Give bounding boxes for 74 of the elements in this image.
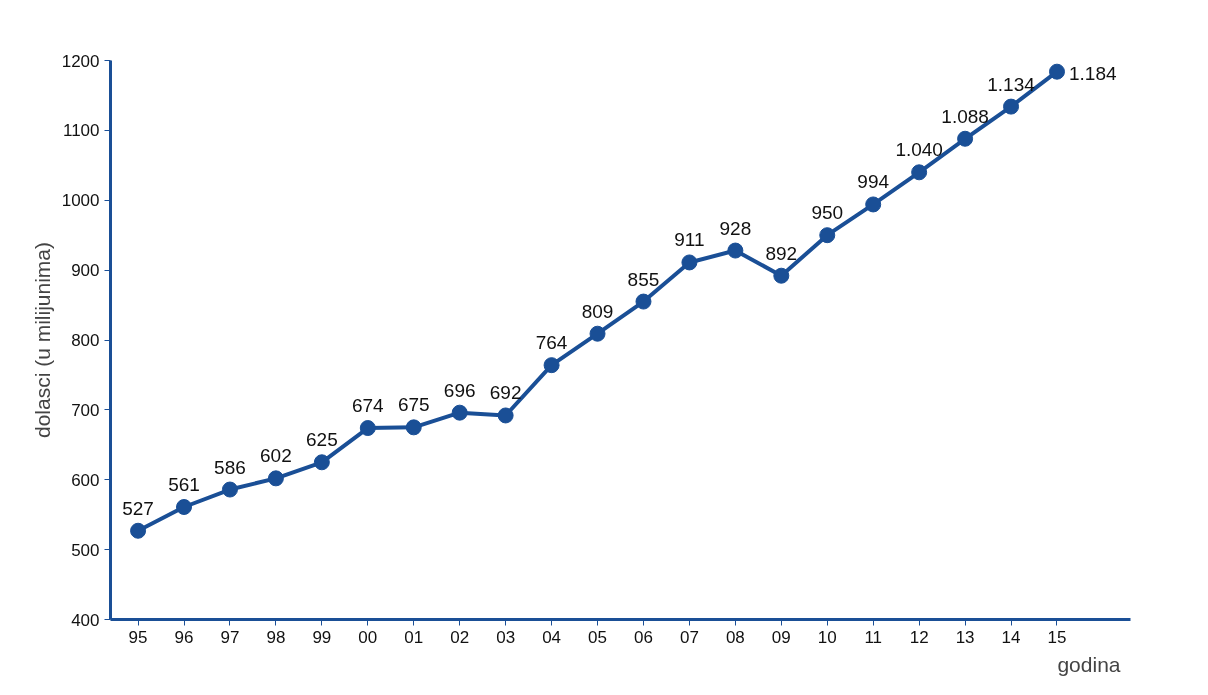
data-label: 674 [351,395,385,417]
point [1003,98,1020,115]
x-tick-label: 02 [450,627,470,647]
data-label: 527 [122,497,154,519]
y-tick-label: 600 [71,470,100,490]
x-tick-label: 11 [864,627,883,647]
point [451,404,468,421]
point [1048,63,1065,80]
data-label: 586 [214,456,246,478]
y-tick-label: 1100 [62,121,100,141]
x-tick-label: 08 [725,627,745,647]
x-tick-label: 99 [312,627,332,647]
x-tick-label: 00 [358,627,378,647]
data-label: 911 [674,229,705,251]
y-tick-label: 700 [71,400,100,420]
x-tick-label: 13 [955,627,975,647]
x-tick-label: 06 [634,627,653,647]
x-tick-label: 96 [174,627,194,647]
data-label: 696 [443,379,476,401]
y-axis-title: dolasci (u milijunima) [30,241,54,439]
x-tick-label: 09 [771,627,791,647]
y-tick-label: 900 [71,261,100,281]
data-label: 625 [306,429,338,451]
x-axis-title: godina [1057,652,1121,676]
point [681,254,698,271]
y-tick-label: 400 [71,610,100,630]
y-tick-label: 1000 [61,191,100,211]
data-label: 928 [719,217,752,239]
point [727,242,744,259]
point [130,522,147,539]
data-label: 1.040 [895,139,943,161]
data-label: 1.088 [941,105,989,127]
data-label: 809 [581,300,614,322]
x-tick-label: 10 [817,627,837,647]
point [405,419,422,436]
x-tick-label: 97 [220,627,240,647]
x-tick-label: 98 [266,627,286,647]
point [176,499,193,515]
data-label: 1.184 [1068,62,1117,84]
point [773,267,790,284]
y-tick-label: 500 [71,540,100,560]
point [819,227,836,244]
point [635,293,652,310]
point [957,130,974,147]
point [313,454,330,471]
y-tick-label: 1200 [61,51,100,71]
x-tick-label: 01 [404,627,424,647]
x-tick-label: 15 [1047,627,1067,647]
point [359,420,376,437]
data-label: 675 [397,394,430,416]
data-label: 1.134 [987,73,1036,95]
point [497,407,514,424]
point [221,481,238,498]
x-tick-label: 14 [1001,627,1021,647]
data-label: 764 [535,332,568,354]
point [589,325,606,342]
x-tick-label: 03 [496,627,516,647]
point [865,196,882,213]
data-label: 855 [627,268,660,290]
y-tick-label: 800 [71,331,100,350]
x-tick-label: 04 [542,627,562,647]
point [267,470,284,487]
point [911,164,928,181]
data-label: 602 [260,445,292,467]
data-label: 561 [168,474,200,495]
data-label: 692 [489,382,522,404]
x-tick-label: 12 [909,627,929,647]
x-tick-label: 05 [588,627,607,647]
x-tick-label: 07 [679,627,699,647]
data-label: 950 [811,202,844,224]
point [543,357,560,374]
data-label: 892 [765,242,798,264]
x-tick-label: 95 [128,627,148,647]
data-label: 994 [857,171,890,193]
